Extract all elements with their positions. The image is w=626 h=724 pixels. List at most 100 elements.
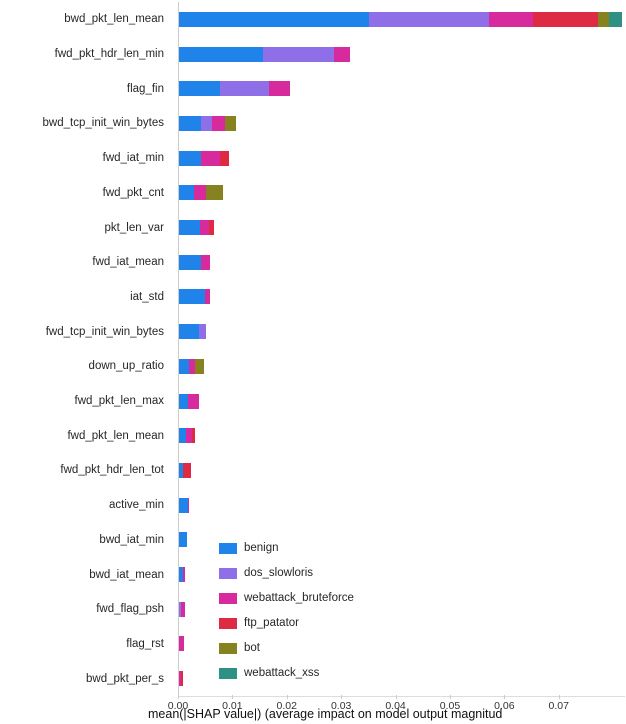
bar-segment-webattack_bruteforce [489, 11, 533, 27]
bar-segment-dos_slowloris [199, 324, 206, 340]
bar-segment-webattack_bruteforce [186, 428, 192, 444]
bar-row [179, 324, 625, 340]
y-axis-label: bwd_pkt_per_s [86, 672, 164, 685]
bar-segment-webattack_bruteforce [194, 185, 207, 201]
y-axis-label: down_up_ratio [88, 360, 164, 373]
y-axis-label: flag_rst [126, 637, 164, 650]
x-tick-mark [504, 695, 506, 699]
x-tick-label: 0.05 [439, 700, 461, 712]
bar-row [179, 81, 625, 97]
y-axis-label: bwd_iat_mean [89, 568, 164, 581]
bar-segment-webattack_bruteforce [181, 601, 185, 617]
bar-segment-benign [179, 428, 187, 444]
legend-label: benign [244, 542, 279, 554]
bar-segment-webattack_xss [608, 11, 623, 27]
bar-row [179, 220, 625, 236]
y-axis-label: bwd_tcp_init_win_bytes [42, 117, 164, 130]
bar-segment-benign [179, 462, 184, 478]
y-axis-labels: bwd_pkt_len_mean fwd_pkt_hdr_len_min flag_… [0, 2, 171, 696]
bar-segment-webattack_bruteforce [204, 289, 210, 305]
bar-row [179, 185, 625, 201]
y-axis-label: bwd_iat_min [99, 533, 164, 546]
bar-row [179, 497, 625, 513]
x-tick-mark [178, 695, 179, 699]
bar-segment-benign [179, 532, 187, 548]
bar-segment-benign [179, 185, 195, 201]
bar-segment-ftp_patator [191, 428, 195, 444]
y-axis-label: fwd_iat_min [102, 152, 164, 165]
x-tick-label: 0.00 [167, 700, 189, 712]
bar-segment-webattack_bruteforce [200, 254, 210, 270]
bar-segment-bot [597, 11, 609, 27]
bar-segment-benign [179, 220, 200, 236]
legend-swatch [219, 642, 237, 654]
y-axis-label: pkt_len_var [104, 221, 164, 234]
bar-segment-webattack_bruteforce [183, 567, 185, 583]
legend-swatch [219, 567, 237, 579]
bar-segment-webattack_bruteforce [179, 636, 184, 652]
bar-segment-webattack_bruteforce [211, 115, 226, 131]
y-axis-label: fwd_pkt_hdr_len_tot [60, 464, 164, 477]
bar-row [179, 254, 625, 270]
x-tick-mark [286, 695, 288, 699]
bar-segment-webattack_bruteforce [188, 358, 196, 374]
bar-segment-benign [179, 393, 189, 409]
bar-segment-benign [179, 289, 205, 305]
x-axis-ticks: 0.00 0.01 0.02 0.03 0.04 0.05 0.06 0.07 [168, 695, 624, 712]
x-tick-label: 0.06 [494, 700, 515, 712]
x-tick-label: 0.03 [330, 700, 352, 712]
y-axis-label: fwd_flag_psh [96, 603, 164, 616]
bar-segment-ftp_patator [532, 11, 598, 27]
x-tick-mark [232, 695, 234, 699]
bar-row [179, 289, 625, 305]
bar-segment-benign [179, 324, 200, 340]
bar-segment-ftp_patator [180, 671, 183, 687]
bar-segment-webattack_bruteforce [334, 46, 351, 62]
legend-swatch [219, 592, 237, 604]
legend-item-webattack_bruteforce: webattack_bruteforce [219, 592, 354, 604]
bar-segment-webattack_bruteforce [268, 81, 291, 97]
legend-swatch [219, 542, 237, 554]
x-tick-label: 0.01 [222, 700, 243, 712]
bar-row [179, 46, 625, 62]
bar-row [179, 115, 625, 131]
x-tick-mark [449, 695, 451, 699]
y-axis-label: fwd_pkt_len_max [74, 395, 165, 408]
legend-item-bot: bot [219, 642, 354, 654]
legend-label: bot [244, 642, 260, 654]
bar-segment-webattack_bruteforce [187, 497, 189, 513]
legend-label: ftp_patator [244, 617, 299, 629]
legend-label: webattack_xss [244, 667, 320, 679]
bar-row [179, 358, 625, 374]
x-tick-mark [341, 695, 343, 699]
y-axis-label: fwd_pkt_len_mean [67, 429, 164, 442]
legend-item-webattack_xss: webattack_xss [219, 667, 354, 679]
bar-row [179, 393, 625, 409]
bar-segment-benign [179, 150, 201, 166]
legend-item-ftp_patator: ftp_patator [219, 617, 354, 629]
bar-segment-bot [225, 115, 237, 131]
bar-row [179, 671, 625, 687]
y-axis-label: fwd_pkt_cnt [102, 186, 164, 199]
bar-segment-benign [179, 46, 264, 62]
bar-segment-benign [179, 358, 189, 374]
bar-segment-benign [179, 497, 188, 513]
bar-row [179, 567, 625, 583]
bar-row [179, 428, 625, 444]
bar-segment-dos_slowloris [369, 11, 490, 27]
bar-row [179, 462, 625, 478]
y-axis-label: fwd_iat_mean [92, 256, 164, 269]
bar-segment-benign [179, 81, 220, 97]
bar-segment-ftp_patator [183, 462, 191, 478]
legend-label: webattack_bruteforce [244, 592, 354, 604]
x-tick-mark [558, 695, 560, 699]
y-axis-label: fwd_pkt_hdr_len_min [54, 48, 164, 61]
bar-row [179, 532, 625, 548]
legend-label: dos_slowloris [244, 567, 314, 579]
bar-segment-bot [206, 185, 223, 201]
bar-segment-benign [179, 11, 370, 27]
x-tick-mark [395, 695, 397, 699]
legend-item-benign: benign [219, 542, 354, 554]
